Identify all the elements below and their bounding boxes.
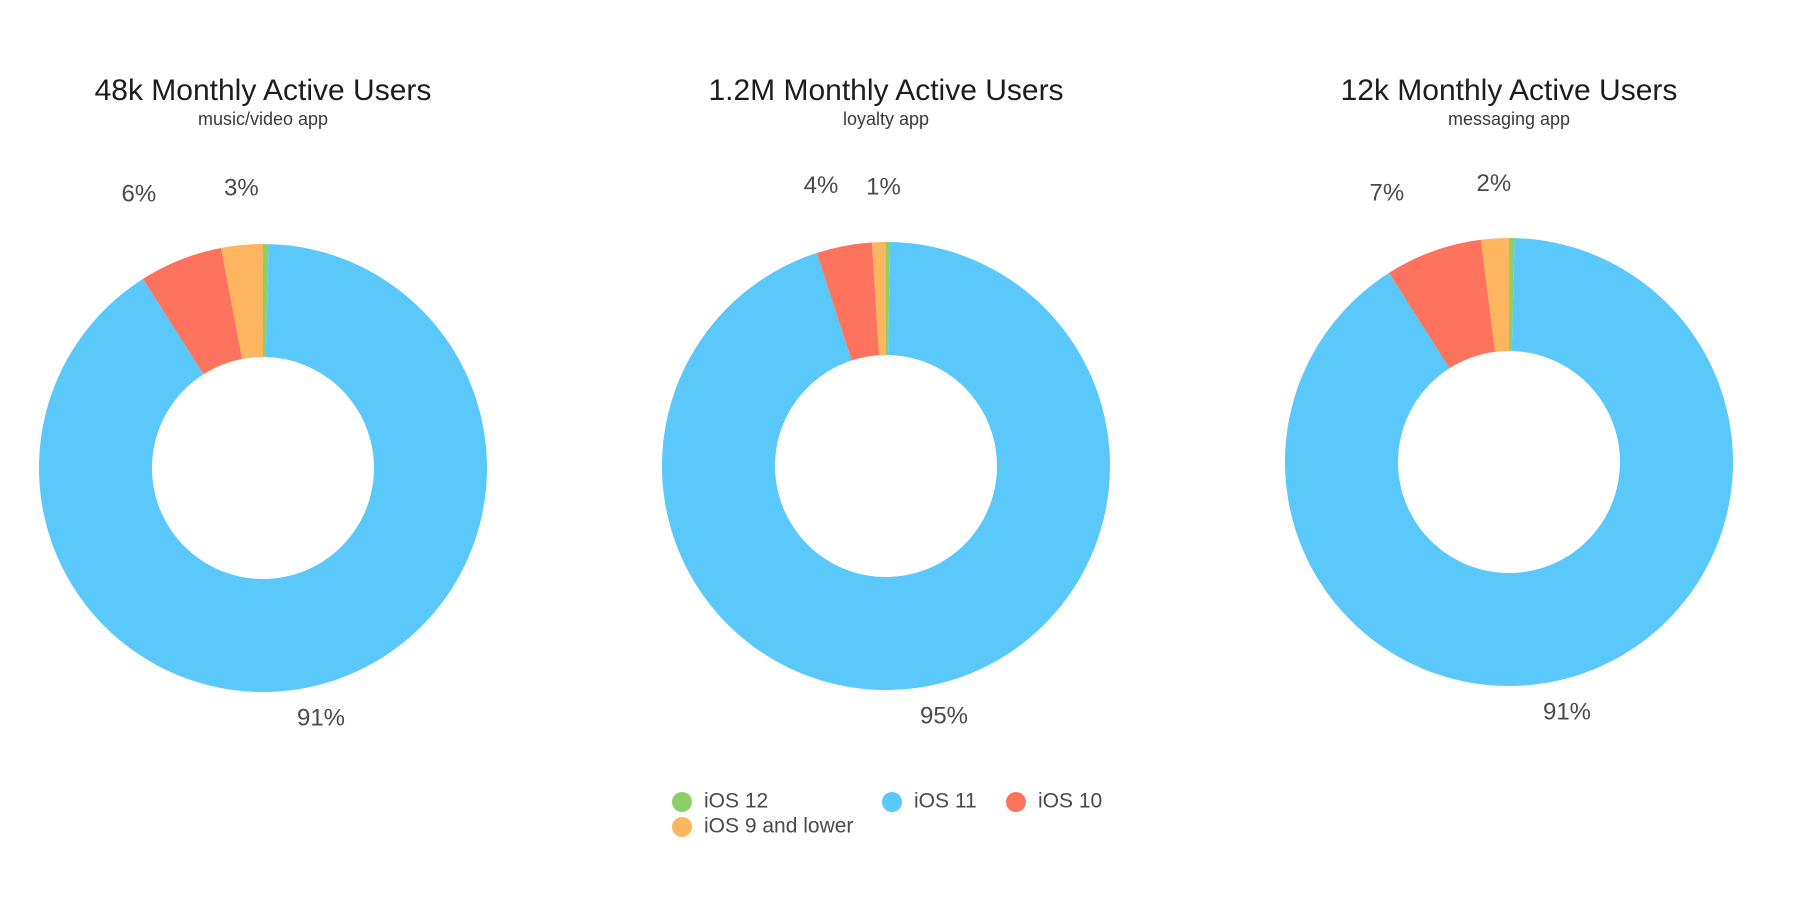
slice-ios-11: [661, 242, 1110, 691]
slice-ios-9-and-lower: [871, 242, 886, 356]
chart-subtitle: messaging app: [1448, 109, 1570, 129]
slice-ios-9-and-lower: [221, 244, 263, 359]
slice-ios-11: [1284, 238, 1733, 686]
slice-label-ios-9-and-lower: 2%: [1477, 170, 1512, 197]
slice-label-ios-10: 6%: [122, 180, 157, 207]
legend-item-ios-9-and-lower: iOS 9 and lower: [672, 815, 853, 838]
slice-label-ios-10: 4%: [804, 172, 839, 199]
slice-ios-10: [1388, 239, 1496, 369]
slice-ios-10: [816, 242, 880, 361]
slice-ios-12: [263, 244, 269, 358]
slice-ios-11: [38, 244, 487, 692]
legend-swatch: [672, 792, 692, 812]
chart-subtitle: loyalty app: [843, 109, 929, 129]
legend-item-ios-11: iOS 11: [882, 790, 977, 813]
legend-item-ios-10: iOS 10: [1006, 790, 1102, 813]
legend-swatch: [672, 817, 692, 837]
slice-ios-9-and-lower: [1480, 238, 1509, 352]
slice-label-ios-9-and-lower: 1%: [866, 173, 901, 200]
slice-label-ios-11: 91%: [1543, 699, 1591, 726]
slice-ios-12: [886, 242, 891, 356]
slice-ios-10: [142, 247, 243, 375]
slice-label-ios-11: 95%: [920, 703, 968, 730]
slice-ios-12: [1509, 238, 1515, 352]
legend-item-ios-12: iOS 12: [672, 790, 768, 813]
chart-title: 12k Monthly Active Users: [1341, 74, 1678, 107]
chart-title: 1.2M Monthly Active Users: [708, 74, 1063, 107]
legend: iOS 12 iOS 11 iOS 10 iOS 9 and lower: [672, 790, 1102, 838]
legend-label: iOS 12: [704, 790, 768, 813]
legend-label: iOS 10: [1038, 790, 1102, 813]
slice-label-ios-10: 7%: [1370, 179, 1405, 206]
slice-label-ios-9-and-lower: 3%: [224, 175, 259, 202]
chart-title: 48k Monthly Active Users: [95, 74, 432, 107]
legend-label: iOS 9 and lower: [704, 815, 853, 838]
legend-swatch: [1006, 792, 1026, 812]
legend-swatch: [882, 792, 902, 812]
legend-label: iOS 11: [914, 790, 977, 813]
chart-subtitle: music/video app: [198, 109, 328, 129]
slice-label-ios-11: 91%: [297, 705, 345, 732]
